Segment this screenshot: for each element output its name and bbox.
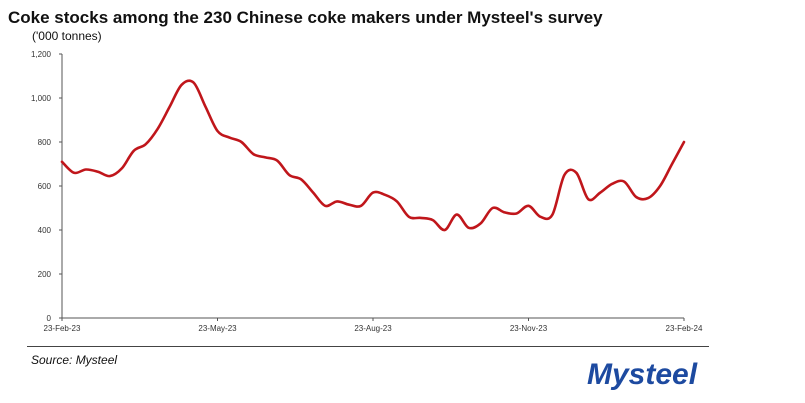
x-tick-label: 23-Feb-23 xyxy=(44,324,81,333)
y-unit-label: ('000 tonnes) xyxy=(32,29,102,43)
source-note: Source: Mysteel xyxy=(31,353,118,367)
y-axis: 0 200 400 600 800 1,000 1,200 xyxy=(31,50,63,323)
y-tick-label: 0 xyxy=(47,314,52,323)
x-tick-label: 23-Feb-24 xyxy=(666,324,703,333)
coke-stocks-series-line xyxy=(60,79,686,232)
y-tick-label: 800 xyxy=(38,138,52,147)
y-tick-label: 200 xyxy=(38,270,52,279)
mysteel-logo: Mysteel xyxy=(587,358,698,391)
y-tick-label: 1,000 xyxy=(31,94,52,103)
x-tick-label: 23-Nov-23 xyxy=(510,324,548,333)
y-tick-label: 600 xyxy=(38,182,52,191)
x-axis: 23-Feb-23 23-May-23 23-Aug-23 23-Nov-23 23-F… xyxy=(44,317,703,333)
y-tick-label: 400 xyxy=(38,226,52,235)
chart-title: Coke stocks among the 230 Chinese coke m… xyxy=(8,8,603,27)
source-divider xyxy=(27,346,709,347)
x-tick-label: 23-Aug-23 xyxy=(354,324,392,333)
x-tick-label: 23-May-23 xyxy=(198,324,237,333)
y-tick-label: 1,200 xyxy=(31,50,52,59)
